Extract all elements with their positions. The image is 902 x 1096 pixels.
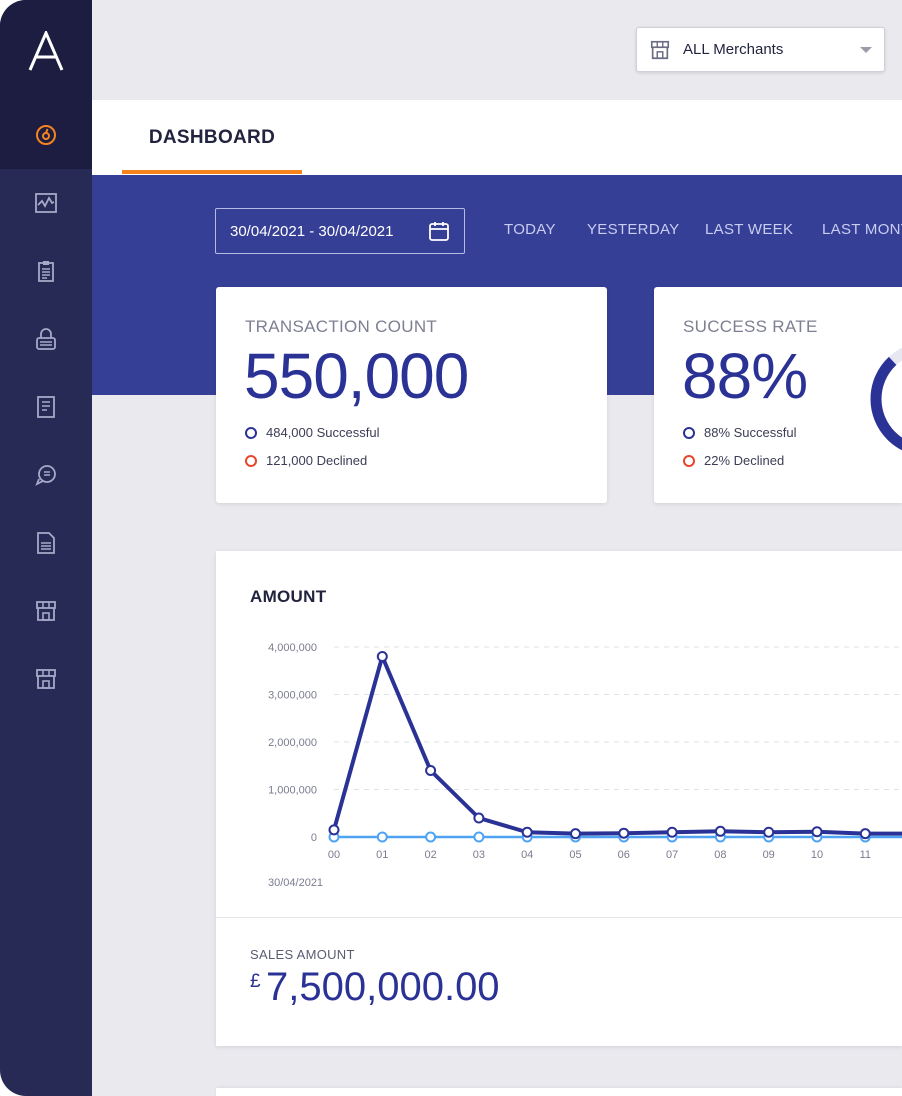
x-tick-label: 01: [376, 849, 388, 861]
range-last-week[interactable]: LAST WEEK: [705, 221, 794, 238]
data-point: [570, 828, 581, 840]
declined-rate: 22% Declined: [704, 453, 785, 468]
data-point: [425, 831, 437, 843]
y-tick-label: 0: [311, 832, 317, 844]
x-tick-label: 00: [328, 849, 340, 861]
x-tick-label: 06: [618, 849, 630, 861]
y-tick-label: 4,000,000: [268, 642, 317, 654]
data-point: [376, 651, 388, 662]
success-rate-card: SUCCESS RATE 88% 88% Successful 22% Decl…: [654, 287, 902, 503]
donut-success-arc: [870, 341, 902, 457]
next-card-edge: [216, 1088, 902, 1096]
successful-rate: 88% Successful: [704, 425, 797, 440]
data-point: [618, 827, 630, 839]
merchant-select-value: ALL Merchants: [683, 41, 784, 58]
data-point: [328, 824, 340, 836]
y-tick-label: 3,000,000: [268, 690, 317, 702]
sidebar-item-documents[interactable]: [0, 509, 92, 577]
y-tick-label: 1,000,000: [268, 785, 317, 797]
range-last-month[interactable]: LAST MONTH: [822, 221, 902, 238]
successful-count: 484,000 Successful: [266, 425, 380, 440]
sidebar-item-merchants[interactable]: [0, 577, 92, 645]
success-rate-value: 88%: [682, 340, 808, 412]
data-point: [376, 831, 388, 843]
x-tick-label: 09: [763, 849, 775, 861]
x-tick-label: 10: [811, 849, 823, 861]
chart-title: AMOUNT: [250, 587, 327, 606]
data-point: [425, 765, 437, 776]
amount-card: AMOUNT 0 1,000,000 2,000,000 3,000,000 4,000…: [216, 551, 902, 1046]
merchant-select[interactable]: ALL Merchants: [636, 27, 885, 72]
x-tick-label: 05: [569, 849, 581, 861]
app-logo[interactable]: [0, 0, 92, 101]
data-point: [714, 825, 726, 837]
success-rate-donut: [870, 341, 902, 457]
transaction-count-value: 550,000: [244, 340, 469, 412]
range-yesterday[interactable]: YESTERDAY: [587, 221, 680, 238]
legend-circle-icon: [683, 426, 695, 439]
legend-circle-icon: [245, 454, 257, 467]
date-range-value: 30/04/2021 - 30/04/2021: [230, 222, 394, 240]
declined-count: 121,000 Declined: [266, 453, 368, 468]
active-tab-indicator: [122, 170, 302, 174]
sidebar-item-security[interactable]: [0, 305, 92, 373]
store-icon: [650, 40, 670, 59]
sidebar-item-invoices[interactable]: [0, 373, 92, 441]
data-point: [473, 831, 485, 843]
data-point: [473, 812, 485, 824]
logo-a-icon: [28, 30, 64, 71]
sidebar-item-stores[interactable]: [0, 645, 92, 713]
top-bar: ALL Merchants: [92, 0, 902, 100]
sidebar-item-analytics[interactable]: [0, 169, 92, 237]
sidebar-item-support[interactable]: [0, 441, 92, 509]
calendar-icon: [429, 222, 449, 241]
x-tick-label: 08: [714, 849, 726, 861]
sales-amount-value: 7,500,000.00: [266, 965, 500, 1009]
sales-amount-label: SALES AMOUNT: [250, 947, 355, 962]
chat-bubbles-icon: [35, 465, 56, 486]
x-tick-label: 02: [424, 849, 436, 861]
legend-declined: 22% Declined: [683, 453, 784, 468]
currency-symbol: £: [250, 971, 261, 992]
store-icon: [36, 669, 56, 689]
document-icon: [37, 532, 55, 554]
chart-date-label: 30/04/2021: [268, 877, 323, 889]
x-tick-label: 04: [521, 849, 533, 861]
clipboard-icon: [38, 261, 54, 282]
tab-bar: DASHBOARD: [92, 100, 902, 175]
gauge-icon: [36, 125, 56, 145]
lock-icon: [36, 328, 56, 350]
legend-declined: 121,000 Declined: [245, 453, 367, 468]
amount-line-chart: 0 1,000,000 2,000,000 3,000,000 4,000,000 00 0…: [268, 642, 902, 889]
transaction-count-card: TRANSACTION COUNT 550,000 484,000 Succes…: [216, 287, 607, 503]
data-point: [811, 826, 823, 838]
legend-circle-icon: [683, 454, 695, 467]
data-point: [859, 828, 871, 840]
sidebar: [0, 0, 92, 1096]
receipt-icon: [37, 396, 55, 418]
range-today[interactable]: TODAY: [504, 221, 556, 238]
card-title: SUCCESS RATE: [683, 317, 818, 336]
activity-chart-icon: [35, 193, 57, 213]
legend-successful: 484,000 Successful: [245, 425, 379, 440]
tab-dashboard[interactable]: DASHBOARD: [148, 126, 276, 148]
legend-circle-icon: [245, 426, 257, 439]
y-tick-label: 2,000,000: [268, 737, 317, 749]
card-title: TRANSACTION COUNT: [245, 317, 438, 336]
series-line-1: [332, 654, 902, 836]
data-point: [521, 826, 533, 838]
date-range-picker[interactable]: 30/04/2021 - 30/04/2021: [215, 208, 465, 254]
chevron-down-icon: [860, 47, 872, 53]
x-tick-label: 03: [473, 849, 485, 861]
divider: [216, 917, 902, 918]
sidebar-item-reports[interactable]: [0, 237, 92, 305]
data-point: [763, 826, 775, 838]
x-tick-label: 07: [666, 849, 678, 861]
store-icon: [36, 601, 56, 621]
x-tick-label: 11: [860, 849, 871, 861]
legend-successful: 88% Successful: [683, 425, 797, 440]
data-point: [666, 826, 678, 838]
sidebar-item-dashboard[interactable]: [0, 101, 92, 169]
